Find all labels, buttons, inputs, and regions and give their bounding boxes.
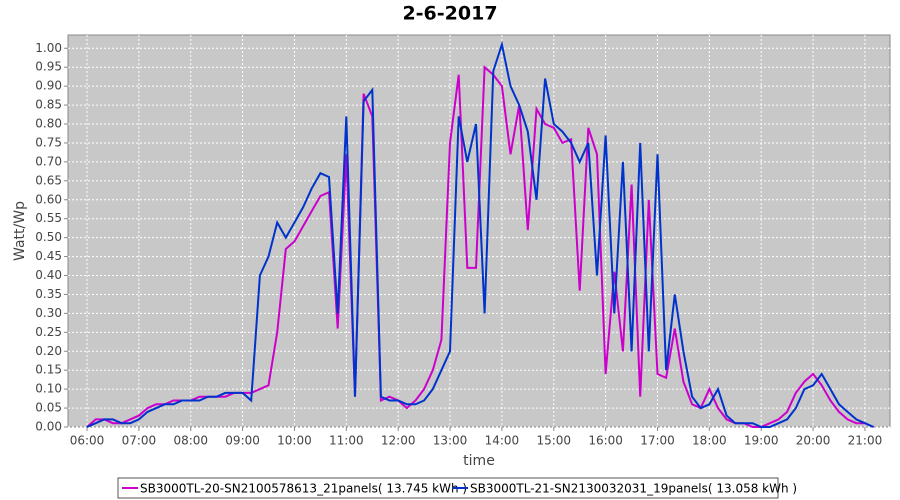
x-tick-label: 21:00 xyxy=(848,434,883,448)
y-tick-label: 0.25 xyxy=(35,325,62,339)
x-tick-label: 19:00 xyxy=(744,434,779,448)
y-tick-label: 0.65 xyxy=(35,173,62,187)
y-tick-label: 0.55 xyxy=(35,211,62,225)
y-tick-label: 0.30 xyxy=(35,306,62,320)
y-tick-label: 0.90 xyxy=(35,79,62,93)
y-tick-label: 0.95 xyxy=(35,60,62,74)
y-tick-label: 0.75 xyxy=(35,135,62,149)
legend xyxy=(117,477,779,499)
y-tick-label: 0.20 xyxy=(35,344,62,358)
y-tick-label: 0.00 xyxy=(35,420,62,434)
x-tick-label: 07:00 xyxy=(122,434,157,448)
x-tick-label: 10:00 xyxy=(277,434,312,448)
x-tick-label: 20:00 xyxy=(796,434,831,448)
y-tick-label: 0.80 xyxy=(35,117,62,131)
y-tick-label: 0.45 xyxy=(35,249,62,263)
series-line xyxy=(86,40,875,428)
y-tick-label: 0.60 xyxy=(35,192,62,206)
x-tick-label: 14:00 xyxy=(485,434,520,448)
y-tick-label: 0.15 xyxy=(35,363,62,377)
x-axis-label: time xyxy=(463,453,495,469)
y-tick-label: 0.50 xyxy=(35,230,62,244)
x-tick-label: 09:00 xyxy=(225,434,260,448)
y-tick-label: 0.10 xyxy=(35,382,62,396)
y-axis-label: Watt/Wp xyxy=(12,201,28,261)
chart-title: 2-6-2017 xyxy=(402,3,497,25)
y-tick-label: 1.00 xyxy=(35,41,62,55)
y-tick-label: 0.70 xyxy=(35,154,62,168)
y-tick-label: 0.35 xyxy=(35,287,62,301)
y-tick-label: 0.85 xyxy=(35,98,62,112)
plot-area xyxy=(67,34,891,428)
y-tick-label: 0.05 xyxy=(35,401,62,415)
x-tick-label: 18:00 xyxy=(692,434,727,448)
y-tick-label: 0.40 xyxy=(35,268,62,282)
x-tick-label: 12:00 xyxy=(381,434,416,448)
x-tick-label: 06:00 xyxy=(70,434,105,448)
x-tick-label: 11:00 xyxy=(329,434,364,448)
legend-label: SB3000TL-21-SN2130032031_19panels( 13.05… xyxy=(470,482,797,496)
x-tick-label: 15:00 xyxy=(536,434,571,448)
x-tick-label: 08:00 xyxy=(173,434,208,448)
x-tick-label: 13:00 xyxy=(433,434,468,448)
legend-label: SB3000TL-20-SN2100578613_21panels( 13.74… xyxy=(140,482,467,496)
x-tick-label: 17:00 xyxy=(640,434,675,448)
x-tick-label: 16:00 xyxy=(588,434,623,448)
